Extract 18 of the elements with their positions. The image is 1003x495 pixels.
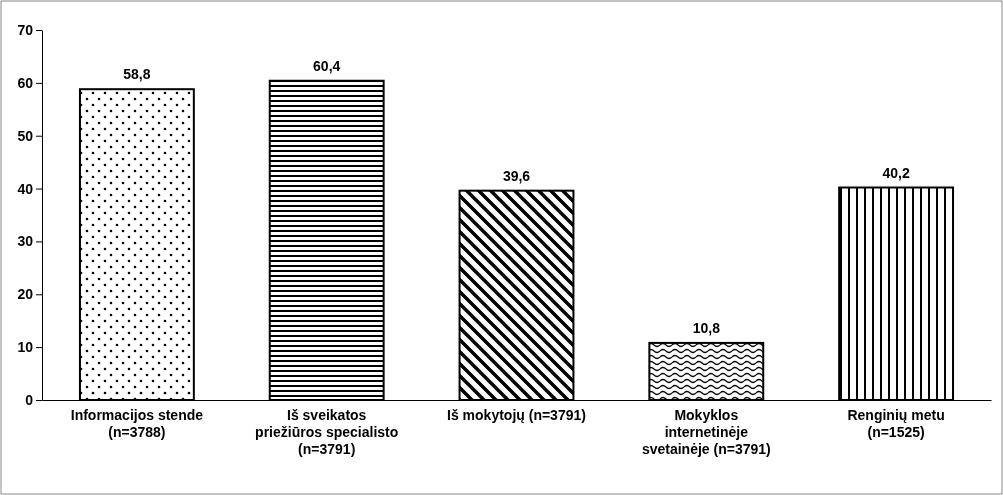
y-tick-label: 60 bbox=[17, 74, 34, 91]
y-tick-label: 50 bbox=[17, 127, 34, 144]
data-label: 40,2 bbox=[882, 164, 910, 181]
x-tick-label: Informacijos stende (n=3788) bbox=[70, 407, 204, 440]
x-tick-label: Renginių metu (n=1525) bbox=[847, 407, 945, 440]
y-tick-label: 20 bbox=[17, 286, 34, 303]
x-tick-label: Iš sveikatos priežiūros specialisto (n=3791) bbox=[255, 407, 399, 457]
y-tick-label: 10 bbox=[17, 339, 34, 356]
data-label: 10,8 bbox=[692, 319, 721, 336]
y-tick-label: 0 bbox=[25, 391, 34, 408]
y-tick-label: 40 bbox=[17, 180, 34, 197]
x-tick-label: Mokyklos internetinėje svetainėje (n=3791) bbox=[641, 407, 771, 457]
y-tick-label: 70 bbox=[17, 21, 34, 38]
x-tick-label: Iš mokytojų (n=3791) bbox=[447, 407, 586, 423]
data-label: 60,4 bbox=[313, 57, 341, 74]
data-label: 39,6 bbox=[502, 167, 531, 184]
data-label: 58,8 bbox=[123, 66, 151, 83]
y-tick-label: 30 bbox=[17, 233, 34, 250]
